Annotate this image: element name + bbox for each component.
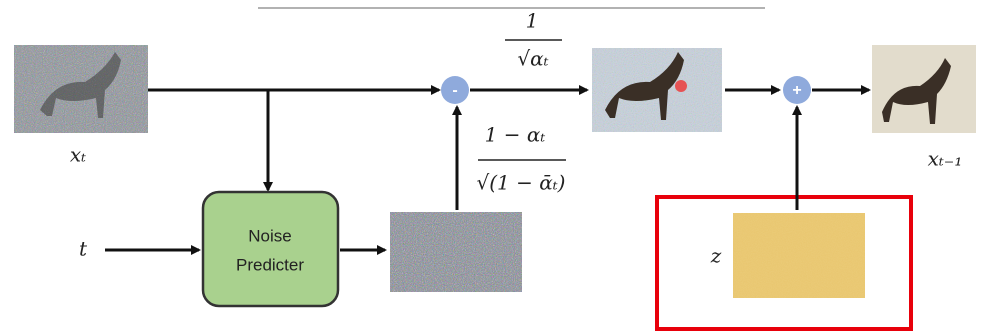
subtract-symbol: -	[452, 82, 457, 99]
fraction-denominator: √αₜ	[517, 47, 548, 71]
noise-predictor-label: Predicter	[236, 255, 304, 274]
add-symbol: +	[792, 82, 801, 99]
denoised-image	[592, 48, 722, 132]
fraction-denominator: √(1 − ᾱₜ)	[477, 171, 566, 195]
noise-predictor-label: Noise	[248, 226, 291, 245]
input-image	[14, 45, 148, 133]
output-image	[872, 45, 976, 133]
fraction-numerator: 1	[526, 9, 539, 33]
predicted-noise-image	[390, 212, 522, 292]
noise-sample-label: z	[710, 244, 722, 268]
noise-predictor-box	[203, 192, 338, 306]
fraction-numerator: 1 − αₜ	[485, 123, 546, 147]
timestep-label: t	[79, 237, 88, 261]
output-label: xₜ₋₁	[928, 147, 963, 171]
noise-sample-image	[733, 213, 865, 298]
diagram: xₜ - 1 √αₜ + xₜ₋₁ t Noise Predicter 1 − …	[0, 0, 981, 331]
input-label: xₜ	[70, 143, 86, 167]
